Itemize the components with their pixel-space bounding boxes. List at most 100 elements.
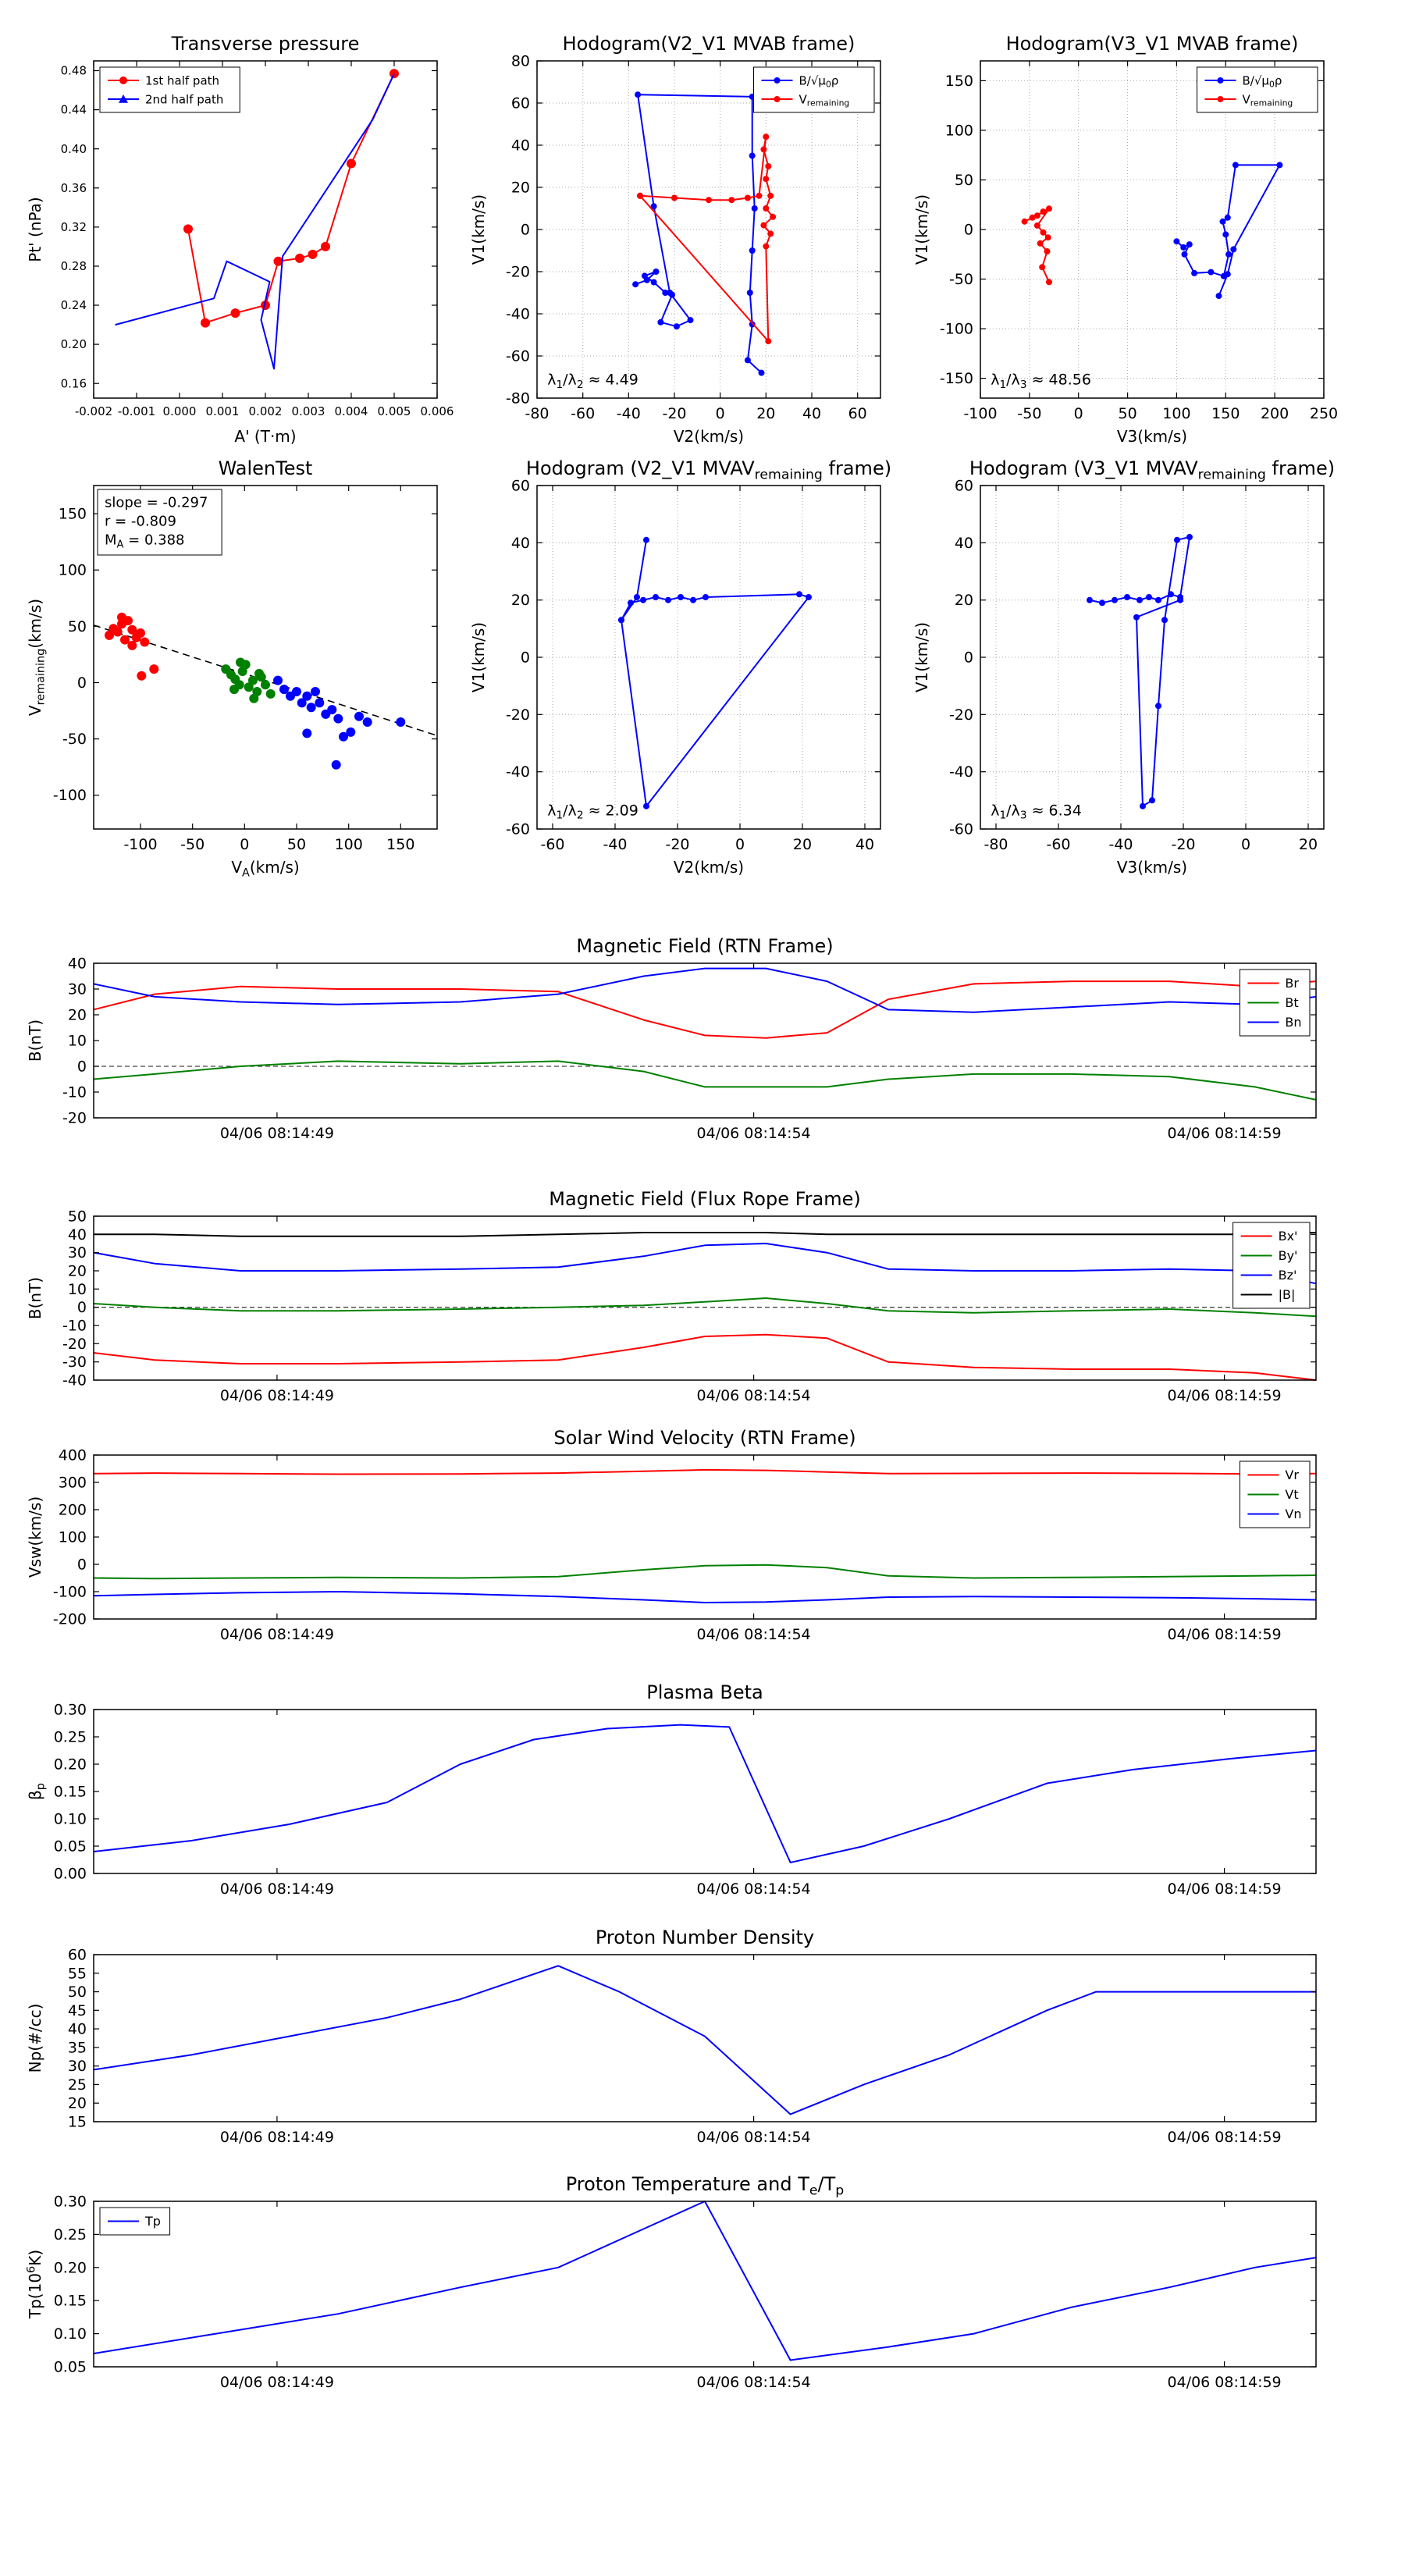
dot-marker [1186, 241, 1193, 248]
y-tick-label: 0.36 [61, 181, 87, 195]
y-tick-label: 60 [511, 94, 530, 112]
dot-marker [1155, 703, 1161, 710]
dot-marker [1219, 218, 1226, 225]
y-tick-label: 40 [68, 1226, 87, 1244]
dot-marker [315, 698, 325, 708]
dot-marker [657, 318, 664, 326]
y-axis-label: V1(km/s) [469, 194, 488, 265]
y-tick-label: 20 [68, 2095, 87, 2112]
x-tick-label: 0.006 [421, 404, 454, 418]
x-tick-label: 04/06 08:14:59 [1168, 1387, 1282, 1404]
y-axis-label: V1(km/s) [912, 622, 931, 692]
legend-entry-label: Vremaining [799, 92, 850, 108]
y-tick-label: 0.10 [54, 2325, 87, 2343]
legend-entry-label: B/√μ0ρ [1243, 73, 1282, 89]
y-tick-label: -40 [949, 763, 973, 781]
y-tick-label: -60 [506, 820, 530, 838]
y-tick-label: 50 [68, 1984, 87, 2001]
x-tick-label: -50 [180, 836, 205, 853]
dot-marker [1222, 231, 1229, 238]
y-tick-label: 0.40 [61, 142, 87, 156]
dot-marker [1225, 251, 1232, 258]
dot-marker [1191, 269, 1198, 276]
y-tick-label: 0 [77, 1058, 87, 1075]
y-axis-label: Np(#/cc) [26, 2004, 44, 2073]
y-tick-label: -20 [506, 706, 530, 724]
dot-marker [1230, 246, 1237, 253]
dot-marker [751, 205, 758, 212]
annotation: λ1/λ3 ≈ 48.56 [991, 372, 1091, 391]
dot-marker [346, 727, 356, 737]
y-tick-label: 0.30 [54, 2193, 87, 2210]
dot-marker [1217, 96, 1224, 102]
y-tick-label: -100 [53, 787, 87, 804]
dot-marker [618, 617, 624, 624]
x-tick-label: 04/06 08:14:59 [1168, 2129, 1282, 2146]
series-1st-half-path [187, 73, 395, 324]
y-tick-label: 50 [68, 618, 87, 635]
chart-transverse-pressure: -0.002 -0.001 0.000 0.001 0.002 0.003 0.004 0.0… [26, 33, 454, 446]
dot-marker [1146, 594, 1152, 600]
y-tick-label: 0.20 [54, 1756, 87, 1773]
legend-entry-label: Vn [1285, 1507, 1301, 1521]
dot-marker [641, 272, 648, 279]
dot-marker [254, 668, 264, 678]
x-tick-label: 04/06 08:14:54 [697, 1387, 811, 1404]
y-tick-label: -20 [62, 1109, 87, 1126]
dot-marker [1224, 214, 1231, 221]
axes-frame [93, 1954, 1317, 2122]
y-axis-label: Pt' (nPa) [26, 197, 44, 262]
series-beta [93, 1724, 1317, 1863]
axes-frame [93, 485, 438, 830]
y-tick-label: 50 [68, 1208, 87, 1225]
dot-marker [261, 301, 270, 310]
dot-marker [678, 594, 684, 600]
chart-title: Hodogram (V2_V1 MVAVremaining frame) [526, 457, 891, 482]
y-tick-label: -40 [506, 763, 530, 781]
y-tick-label: -100 [940, 321, 973, 338]
dot-marker [1040, 208, 1047, 215]
y-tick-label: 60 [511, 477, 530, 494]
y-tick-label: 40 [511, 535, 530, 552]
dot-marker [331, 760, 341, 770]
y-tick-label: -30 [62, 1354, 87, 1371]
series-bz- [93, 1243, 1317, 1285]
dot-marker [1044, 234, 1051, 241]
y-tick-label: 0 [521, 649, 530, 666]
chart-title: Proton Temperature and Te/Tp [566, 2173, 845, 2198]
series-br [93, 980, 1317, 1039]
dot-marker [1033, 222, 1040, 229]
y-tick-label: 0 [964, 221, 973, 238]
legend-entry-label: Bx' [1279, 1229, 1298, 1244]
y-tick-label: 0 [521, 221, 530, 238]
dot-marker [702, 594, 709, 600]
dot-marker [650, 203, 657, 210]
x-tick-label: 04/06 08:14:54 [697, 2129, 811, 2146]
x-tick-label: 04/06 08:14:54 [697, 1626, 811, 1643]
dot-marker [1215, 293, 1222, 300]
dot-marker [767, 230, 774, 237]
dot-marker [1174, 536, 1180, 543]
x-tick-label: -0.002 [75, 404, 112, 418]
y-tick-label: 40 [68, 955, 87, 972]
dot-marker [1217, 77, 1224, 84]
y-tick-label: -80 [506, 390, 530, 407]
dot-marker [244, 682, 254, 692]
dot-marker [774, 96, 781, 102]
y-tick-label: 0.24 [61, 298, 87, 312]
x-tick-label: 04/06 08:14:59 [1168, 1880, 1282, 1898]
series-2nd-half-path [115, 73, 395, 370]
axes-frame [93, 1215, 1317, 1381]
dot-marker [643, 802, 649, 809]
y-tick-label: 0.44 [61, 103, 87, 117]
x-tick-label: 04/06 08:14:49 [220, 1387, 334, 1404]
y-tick-label: -40 [506, 305, 530, 322]
x-tick-label: -80 [984, 836, 1008, 853]
dot-marker [653, 269, 660, 275]
dot-marker [763, 243, 770, 250]
dot-marker [1099, 600, 1105, 607]
y-tick-label: -50 [949, 271, 973, 288]
y-axis-label: βp [26, 1783, 47, 1800]
dot-marker [667, 290, 674, 296]
series--b- [94, 1232, 1317, 1237]
